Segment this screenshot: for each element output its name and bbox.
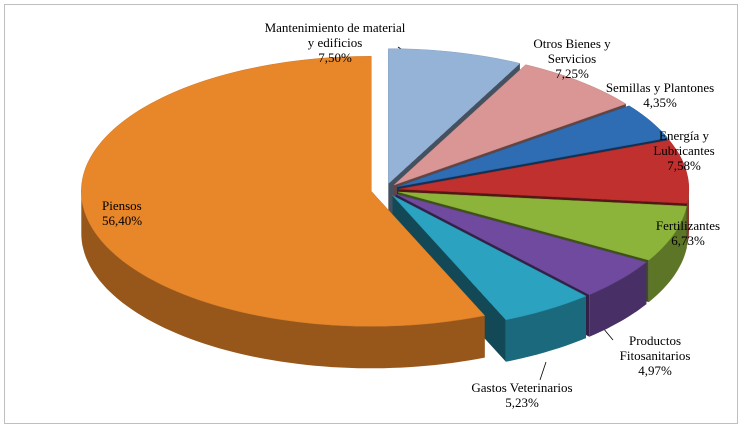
slice-label: Fertilizantes 6,73% [643,218,733,248]
value-label: 7,58% [667,158,701,173]
slice-wall [648,206,687,303]
slice-top [81,56,486,327]
slice-wall [687,189,689,246]
category-label: Piensos [102,198,142,213]
slice-label: Gastos Veterinarios 5,23% [442,380,602,410]
leader-line [539,361,547,381]
slice-label: Productos Fitosanitarios 4,97% [605,333,705,378]
category-label: Gastos Veterinarios [471,380,573,395]
slice-top [388,48,521,185]
category-label: Productos Fitosanitarios [619,333,691,363]
slice-wall [505,296,586,362]
value-label: 6,73% [671,233,705,248]
slice-label: Mantenimiento de material y edificios 7,5… [260,20,410,65]
value-label: 56,40% [102,213,143,228]
category-label: Energía y Lubricantes [653,128,715,158]
category-label: Mantenimiento de material y edificios [264,20,406,50]
value-label: 7,50% [318,50,352,65]
slice-label: Piensos 56,40% [102,198,182,228]
category-label: Fertilizantes [655,218,721,233]
slice-top [398,139,690,204]
slice-wall [81,191,485,369]
value-label: 4,97% [638,363,672,378]
slice-top [395,193,647,295]
slice-top [392,195,587,321]
slice-wall [589,262,647,337]
value-label: 5,23% [505,395,539,410]
slice-label: Energía y Lubricantes 7,58% [644,128,724,173]
chart-frame [4,4,738,424]
value-label: 4,35% [643,95,677,110]
slice-label: Semillas y Plantones 4,35% [580,80,740,110]
slice-top [397,105,668,188]
slice-top [393,64,627,186]
value-label: 7,25% [555,66,589,81]
category-label: Otros Bienes y Servicios [533,36,611,66]
pie-slice [81,56,486,369]
category-label: Semillas y Plantones [605,80,715,95]
slice-top [398,191,688,261]
slice-label: Otros Bienes y Servicios 7,25% [517,36,627,81]
